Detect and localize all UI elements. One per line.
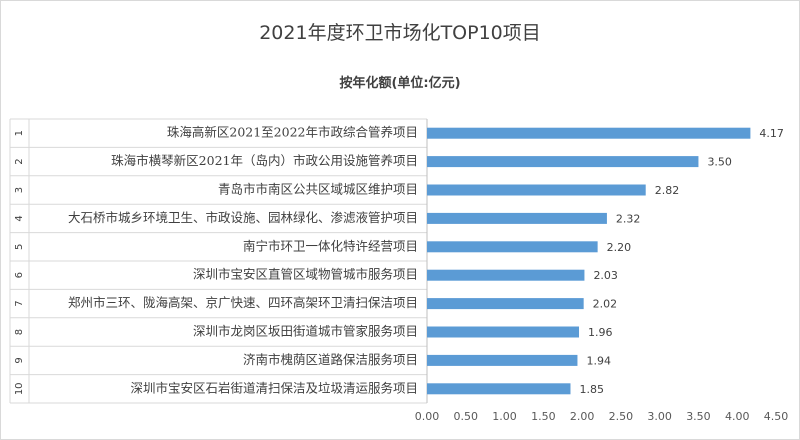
x-tick-label: 4.00 <box>725 410 750 423</box>
bar <box>427 184 646 196</box>
row-index-label: 7 <box>14 300 25 306</box>
bar <box>427 269 585 281</box>
category-label: 深圳市宝安区直管区域物管城市服务项目 <box>193 267 418 282</box>
bar <box>427 156 699 168</box>
value-label: 2.02 <box>593 298 618 311</box>
category-label: 珠海高新区2021至2022年市政综合管养项目 <box>167 125 418 140</box>
category-label: 深圳市龙岗区坂田街道城市管家服务项目 <box>193 324 418 339</box>
category-label: 珠海市横琴新区2021年（岛内）市政公用设施管养项目 <box>111 153 418 168</box>
x-tick-label: 3.00 <box>647 410 672 423</box>
x-tick-label: 1.00 <box>492 410 517 423</box>
category-label: 青岛市市南区公共区域城区维护项目 <box>218 182 418 197</box>
category-label: 深圳市宝安区石岩街道清扫保洁及垃圾清运服务项目 <box>130 380 418 395</box>
value-label: 2.20 <box>607 241 632 254</box>
row-index-label: 8 <box>14 329 25 335</box>
row-index-label: 5 <box>14 244 25 250</box>
value-label: 2.03 <box>593 269 618 282</box>
row-index-label: 3 <box>14 187 25 193</box>
bar <box>427 383 571 395</box>
value-label: 3.50 <box>707 156 732 169</box>
bar <box>427 326 580 338</box>
chart-title: 2021年度环卫市场化TOP10项目 <box>259 22 541 44</box>
value-label: 4.17 <box>759 127 784 140</box>
x-tick-label: 2.00 <box>570 410 595 423</box>
value-label: 1.94 <box>586 354 611 367</box>
bar <box>427 298 584 310</box>
category-label: 大石桥市城乡环境卫生、市政设施、园林绿化、渗滤液管护项目 <box>68 210 418 225</box>
category-label: 郑州市三环、陇海高架、京广快速、四环高架环卫清扫保洁项目 <box>68 295 418 310</box>
x-tick-label: 4.50 <box>764 410 789 423</box>
row-index-label: 2 <box>14 158 25 164</box>
row-index-label: 6 <box>14 272 25 278</box>
value-label: 1.96 <box>588 326 613 339</box>
bar <box>427 212 607 224</box>
chart-subtitle: 按年化额(单位:亿元) <box>339 76 461 91</box>
row-index-label: 10 <box>14 382 25 395</box>
bar <box>427 241 598 253</box>
x-tick-label: 1.50 <box>531 410 556 423</box>
row-index-label: 4 <box>14 215 25 221</box>
x-tick-label: 2.50 <box>609 410 634 423</box>
row-index-label: 9 <box>14 357 25 363</box>
bar <box>427 354 578 366</box>
category-label: 南宁市环卫一体化特许经营项目 <box>243 238 418 253</box>
x-tick-label: 0.50 <box>454 410 479 423</box>
row-index-label: 1 <box>14 130 25 136</box>
value-label: 1.85 <box>579 383 604 396</box>
value-label: 2.82 <box>655 184 680 197</box>
bar <box>427 127 751 139</box>
value-label: 2.32 <box>616 212 641 225</box>
x-tick-label: 3.50 <box>686 410 711 423</box>
x-tick-label: 0.00 <box>415 410 440 423</box>
category-label: 济南市槐荫区道路保洁服务项目 <box>243 352 418 367</box>
